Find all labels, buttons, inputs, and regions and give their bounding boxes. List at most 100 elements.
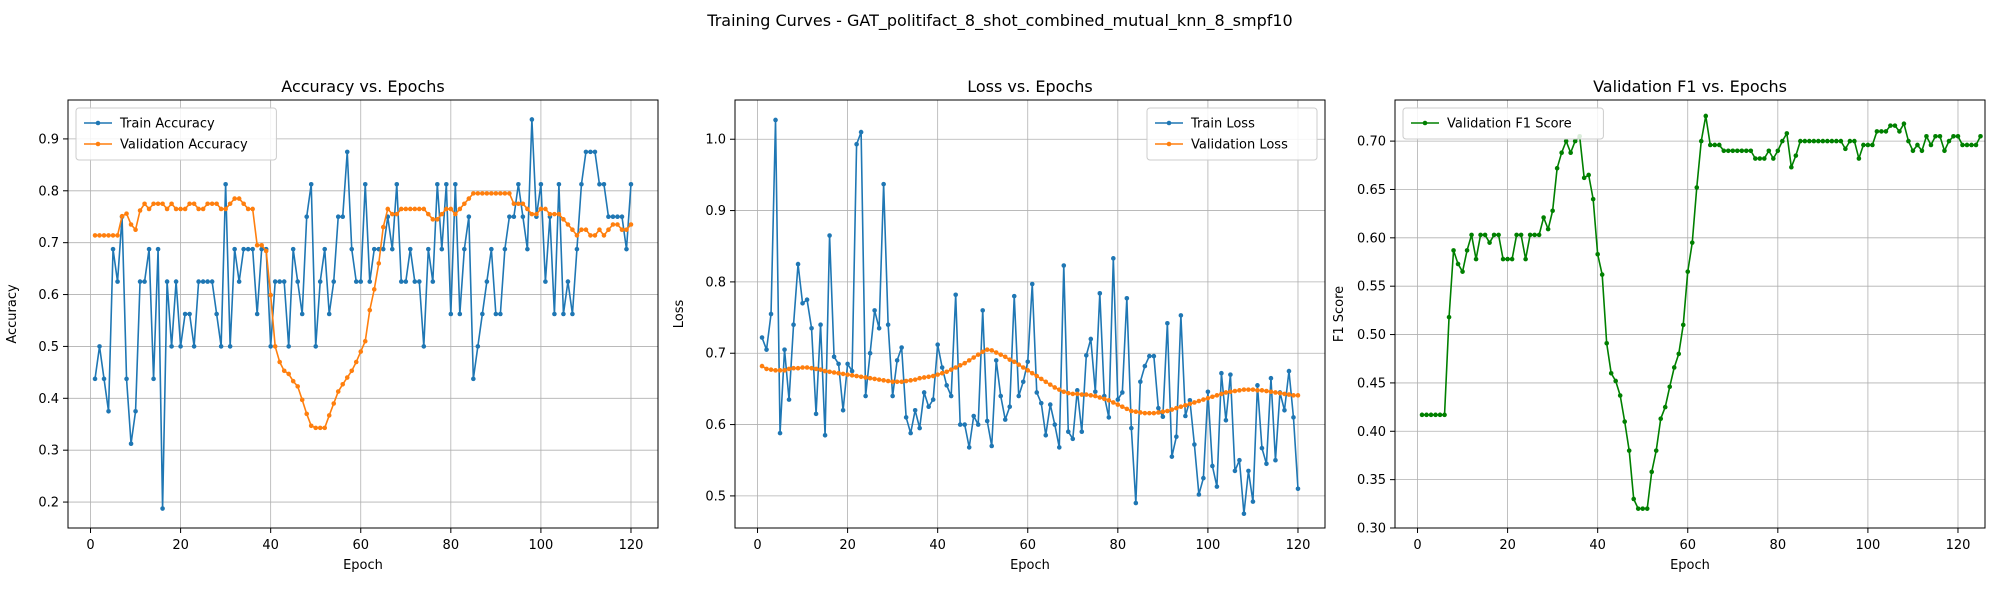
- f1-data-point: [1707, 142, 1713, 148]
- accuracy-data-point: [403, 206, 409, 212]
- f1-data-point: [1689, 240, 1695, 245]
- loss-data-point: [1232, 388, 1238, 394]
- loss-data-point: [863, 375, 868, 380]
- accuracy-data-point: [543, 206, 548, 212]
- accuracy-data-point: [308, 182, 314, 187]
- loss-data-point: [858, 129, 864, 135]
- loss-data-point: [1196, 492, 1202, 497]
- f1-data-point: [1942, 148, 1947, 154]
- accuracy-data-point: [178, 344, 183, 349]
- accuracy-data-point: [182, 206, 188, 212]
- loss-data-point: [795, 261, 801, 267]
- figure-suptitle: Training Curves - GAT_politifact_8_shot_…: [706, 11, 1292, 31]
- accuracy-series-line: [94, 118, 632, 510]
- loss-data-point: [912, 377, 918, 382]
- accuracy-data-point: [106, 233, 111, 238]
- loss-data-point: [813, 411, 819, 417]
- f1-data-point: [1599, 272, 1605, 277]
- f1-data-point: [1856, 156, 1862, 161]
- accuracy-data-point: [534, 211, 539, 217]
- loss-data-point: [989, 443, 995, 449]
- accuracy-data-point: [317, 425, 323, 431]
- f1-x-tick-label: 100: [1855, 538, 1880, 553]
- f1-data-point: [1685, 269, 1691, 274]
- accuracy-axes-frame: [67, 99, 659, 529]
- f1-data-point: [1820, 138, 1826, 144]
- f1-data-point: [1955, 133, 1961, 139]
- f1-data-point: [1892, 123, 1898, 128]
- accuracy-data-point: [353, 279, 359, 284]
- loss-x-tick-label: 60: [1019, 538, 1036, 553]
- f1-data-point: [1874, 129, 1880, 134]
- accuracy-chart: 0 20 40 60 80 100 120 0.2 0.3 0.4 0.5 0.6 0.7 0.8 0.9 A…: [5, 77, 659, 573]
- f1-data-point: [1870, 142, 1875, 148]
- f1-data-point: [1847, 138, 1853, 144]
- loss-data-point: [908, 430, 913, 436]
- accuracy-data-point: [124, 376, 129, 382]
- loss-data-point: [894, 379, 900, 385]
- f1-data-point: [1762, 156, 1767, 161]
- f1-data-point: [1910, 148, 1916, 154]
- loss-data-point: [804, 297, 810, 303]
- loss-data-point: [800, 365, 805, 370]
- f1-axes-frame: [1394, 99, 1986, 529]
- loss-legend-label: Train Loss: [1190, 117, 1255, 132]
- loss-data-point: [854, 373, 859, 379]
- loss-data-point: [975, 422, 981, 427]
- loss-y-tick-label: 1.0: [705, 133, 726, 148]
- accuracy-data-point: [380, 224, 386, 230]
- loss-data-point: [1232, 468, 1238, 474]
- accuracy-data-point: [426, 246, 431, 252]
- f1-data-point: [1671, 365, 1677, 370]
- loss-data-point: [1115, 402, 1121, 407]
- loss-data-point: [1016, 393, 1022, 399]
- f1-data-point: [1428, 412, 1434, 418]
- loss-data-point: [818, 367, 823, 372]
- accuracy-data-point: [570, 311, 575, 317]
- f1-data-point: [1852, 138, 1857, 144]
- loss-data-point: [921, 390, 927, 395]
- loss-axes-frame: [734, 99, 1326, 529]
- loss-data-point: [1065, 429, 1071, 435]
- accuracy-data-point: [444, 182, 449, 187]
- accuracy-legend-label: Train Accuracy: [119, 117, 215, 132]
- accuracy-data-point: [322, 246, 328, 252]
- accuracy-data-point: [187, 201, 192, 207]
- loss-data-point: [1295, 486, 1301, 492]
- accuracy-data-point: [498, 191, 503, 196]
- f1-data-point: [1545, 226, 1551, 232]
- f1-data-point: [1644, 506, 1650, 511]
- loss-data-point: [1083, 353, 1089, 358]
- accuracy-legend-marker: [95, 120, 101, 126]
- accuracy-data-point: [326, 413, 332, 418]
- f1-data-point: [1442, 412, 1447, 418]
- loss-data-point: [777, 368, 783, 373]
- f1-data-point: [1951, 133, 1956, 139]
- accuracy-data-point: [556, 182, 562, 187]
- loss-data-point: [1201, 475, 1206, 481]
- loss-data-point: [1156, 410, 1161, 415]
- f1-data-point: [1816, 138, 1821, 144]
- accuracy-data-point: [349, 246, 355, 252]
- f1-x-tick-label: 120: [1946, 538, 1971, 553]
- loss-data-point: [1007, 404, 1013, 410]
- loss-data-point: [791, 365, 796, 371]
- accuracy-data-point: [214, 311, 219, 317]
- accuracy-data-point: [241, 201, 246, 207]
- loss-data-point: [1115, 397, 1121, 402]
- accuracy-data-point: [155, 246, 161, 252]
- loss-x-tick-label: 80: [1110, 538, 1127, 553]
- loss-data-point: [939, 370, 945, 376]
- accuracy-data-point: [133, 408, 138, 414]
- f1-data-point: [1698, 138, 1704, 144]
- loss-data-point: [1223, 417, 1229, 423]
- loss-data-point: [1205, 395, 1211, 401]
- accuracy-data-point: [133, 227, 138, 232]
- loss-data-point: [867, 375, 873, 381]
- loss-data-point: [809, 325, 814, 331]
- f1-data-point: [1861, 142, 1866, 148]
- f1-data-point: [1734, 148, 1740, 154]
- loss-data-point: [849, 373, 855, 378]
- accuracy-legend-box: [75, 107, 277, 161]
- accuracy-data-point: [376, 261, 382, 266]
